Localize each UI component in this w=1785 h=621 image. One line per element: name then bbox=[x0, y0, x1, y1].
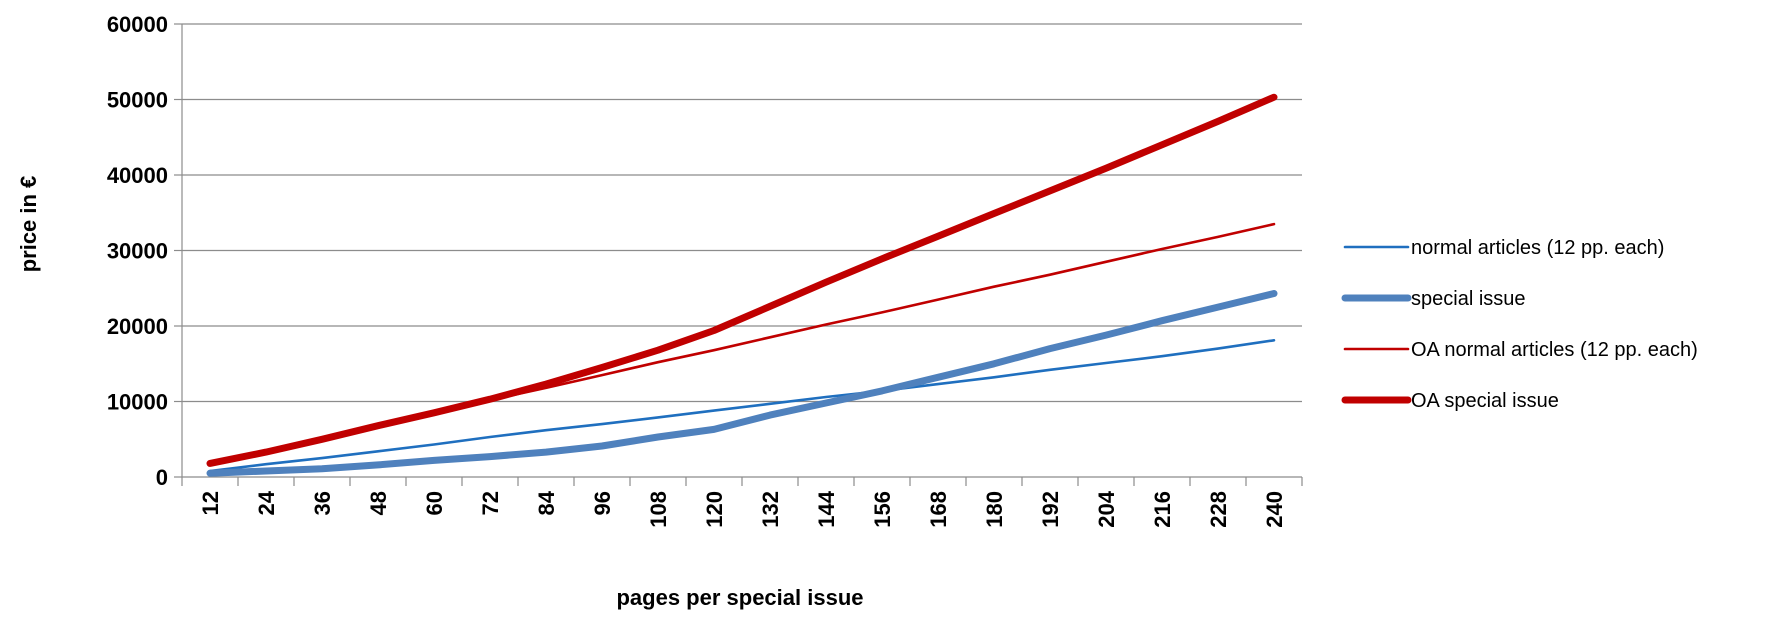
series-line-4 bbox=[206, 93, 1278, 467]
x-tick-label: 168 bbox=[926, 491, 951, 528]
x-tick-label: 180 bbox=[982, 491, 1007, 528]
legend-label: normal articles (12 pp. each) bbox=[1411, 237, 1664, 259]
x-tick-label: 72 bbox=[478, 491, 503, 515]
x-tick-label: 108 bbox=[646, 491, 671, 528]
x-tick-label: 96 bbox=[590, 491, 615, 515]
x-tick-label: 204 bbox=[1094, 490, 1119, 527]
x-tick-label: 228 bbox=[1206, 491, 1231, 528]
series-line-1 bbox=[208, 338, 1276, 473]
series-lines bbox=[206, 93, 1278, 477]
x-tick-label: 144 bbox=[814, 490, 839, 527]
x-tick-label: 132 bbox=[758, 491, 783, 528]
x-tick-label: 120 bbox=[702, 491, 727, 528]
y-tick-labels: 0 10000 20000 30000 40000 50000 60000 bbox=[107, 12, 168, 490]
x-tick-label: 240 bbox=[1262, 491, 1287, 528]
legend-label: OA special issue bbox=[1411, 390, 1559, 412]
x-tick-label: 192 bbox=[1038, 491, 1063, 528]
y-tick-label: 20000 bbox=[107, 314, 168, 339]
x-tick-label: 36 bbox=[310, 491, 335, 515]
x-tick-label: 12 bbox=[198, 491, 223, 515]
legend: normal articles (12 pp. each) special iss… bbox=[1341, 237, 1698, 412]
x-tick-label: 84 bbox=[534, 490, 559, 515]
y-tick-label: 10000 bbox=[107, 390, 168, 415]
grid-lines bbox=[182, 23, 1302, 403]
x-tick-label: 24 bbox=[254, 490, 279, 515]
x-tick-label: 48 bbox=[366, 491, 391, 515]
series-line-2 bbox=[206, 290, 1278, 477]
y-tick-label: 60000 bbox=[107, 12, 168, 37]
y-tick-label: 50000 bbox=[107, 88, 168, 113]
x-axis-title: pages per special issue bbox=[616, 585, 863, 610]
legend-label: OA normal articles (12 pp. each) bbox=[1411, 339, 1698, 361]
axes bbox=[174, 23, 1303, 486]
x-tick-label: 216 bbox=[1150, 491, 1175, 528]
x-tick-label: 60 bbox=[422, 491, 447, 515]
y-tick-label: 0 bbox=[156, 465, 168, 490]
legend-label: special issue bbox=[1411, 288, 1526, 310]
y-tick-label: 40000 bbox=[107, 163, 168, 188]
y-axis-title: price in € bbox=[16, 176, 41, 273]
y-tick-label: 30000 bbox=[107, 239, 168, 264]
x-tick-labels: 12 24 36 48 60 72 84 96 108 120 132 144 156 168 180 192… bbox=[198, 490, 1287, 527]
x-tick-label: 156 bbox=[870, 491, 895, 528]
